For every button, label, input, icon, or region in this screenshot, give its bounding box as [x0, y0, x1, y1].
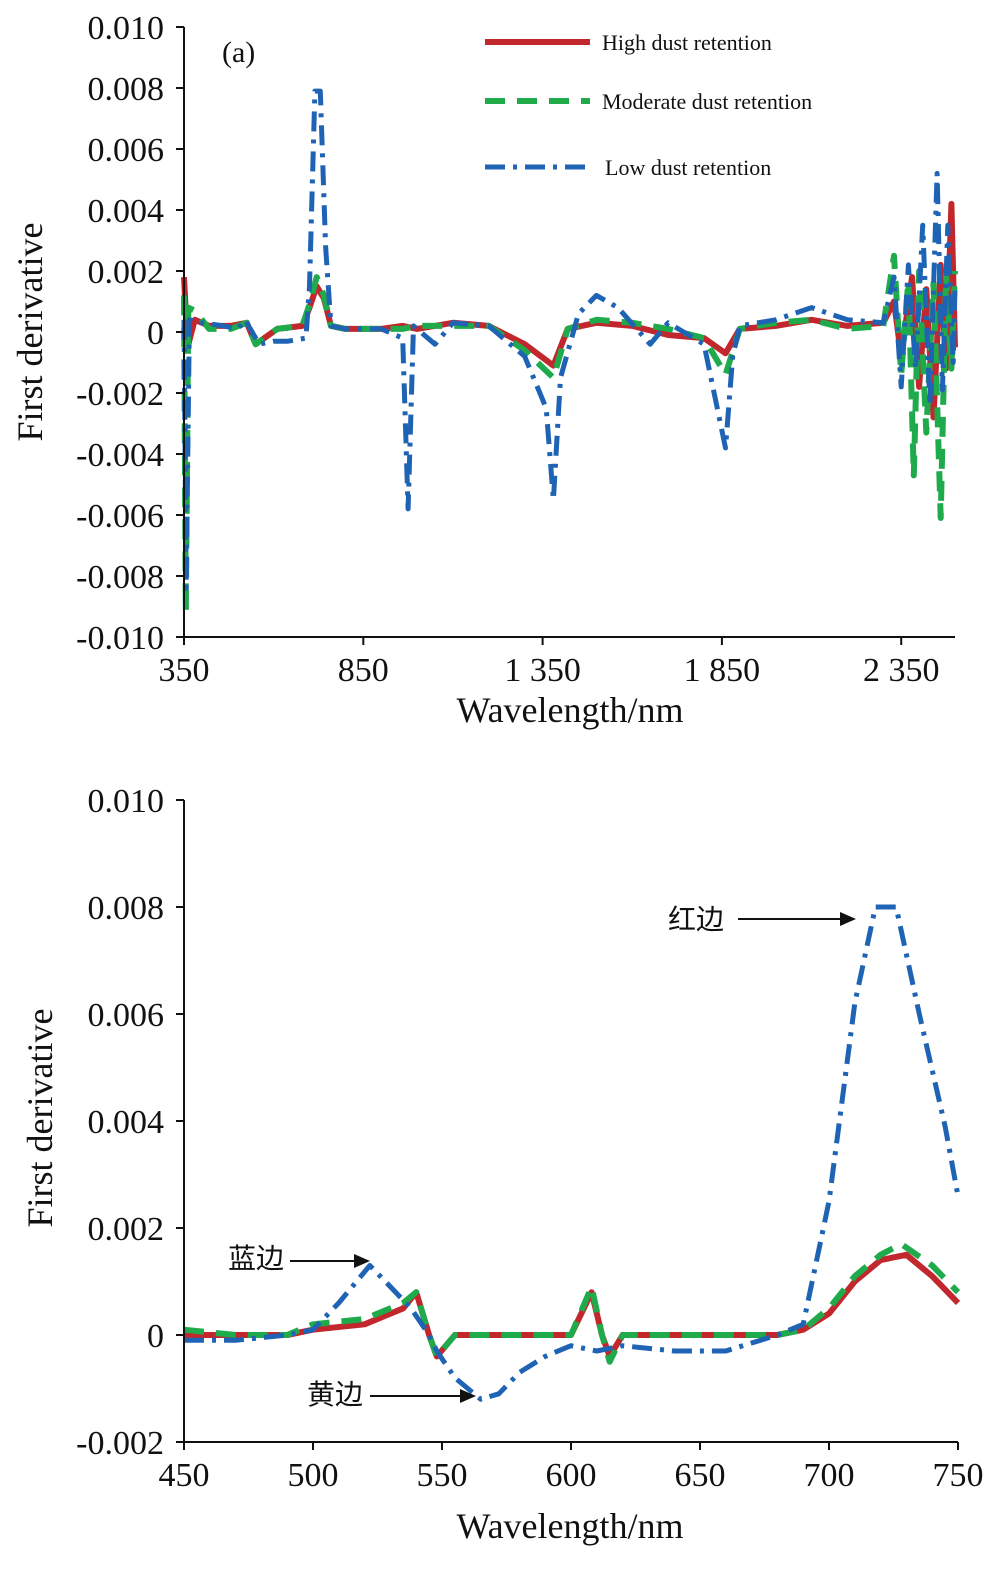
bottom-y-tick-label: 0.002: [88, 1211, 165, 1248]
top-series-group: [181, 88, 958, 616]
legend-label-moderate: Moderate dust retention: [602, 89, 812, 114]
top-y-tick-label: 0: [147, 315, 164, 352]
top-y-tick-label: 0.004: [88, 193, 165, 230]
top-x-tick-label: 1 350: [504, 652, 581, 689]
bottom-series-high: [184, 1251, 961, 1360]
top-panel-label: (a): [222, 36, 255, 69]
bottom-series-low: [184, 904, 961, 1402]
legend-label-low: Low dust retention: [605, 155, 771, 180]
annotation-yellow-edge: 黄边: [307, 1378, 476, 1411]
top-y-tick-label: 0.010: [88, 10, 165, 47]
top-y-tick-label: -0.004: [76, 437, 164, 474]
chart-top: 0.010 0.008 0.006 0.004 0.002 0 -0.002 -0.004 -0…: [10, 10, 958, 730]
bottom-x-axis-label: Wavelength/nm: [456, 1506, 683, 1546]
legend: High dust retention Moderate dust retent…: [485, 30, 812, 180]
annotation-red-edge: 红边: [668, 903, 856, 936]
top-y-tick-label: 0.002: [88, 254, 165, 291]
annotation-yellow-edge-label: 黄边: [307, 1378, 363, 1411]
annotation-red-edge-label: 红边: [668, 903, 724, 936]
annotation-blue-edge: 蓝边: [228, 1242, 370, 1275]
top-x-tick-label: 1 850: [684, 652, 761, 689]
bottom-x-tick-label: 500: [288, 1457, 339, 1494]
top-x-tick-label: 2 350: [863, 652, 940, 689]
top-x-axis-label: Wavelength/nm: [456, 690, 683, 730]
bottom-y-tick-label: 0.006: [88, 997, 165, 1034]
top-x-tick-label: 850: [338, 652, 389, 689]
top-series-low: [181, 88, 958, 591]
annotation-red-edge-arrowhead: [840, 912, 856, 926]
bottom-y-tick-label: 0.008: [88, 890, 165, 927]
bottom-y-tick-label: 0.004: [88, 1104, 165, 1141]
top-y-axis-label: First derivative: [10, 223, 50, 442]
top-y-tick-label: 0.008: [88, 71, 165, 108]
top-axes: 0.010 0.008 0.006 0.004 0.002 0 -0.002 -0.004 -0…: [76, 10, 955, 689]
bottom-series-moderate: [183, 1241, 961, 1365]
bottom-y-axis-label: First derivative: [20, 1009, 60, 1228]
legend-label-high: High dust retention: [602, 30, 772, 55]
annotation-blue-edge-label: 蓝边: [228, 1242, 284, 1275]
bottom-x-tick-label: 650: [675, 1457, 726, 1494]
bottom-y-tick-label: -0.002: [76, 1425, 164, 1462]
annotation-blue-edge-arrowhead: [354, 1254, 370, 1268]
bottom-y-tick-label: 0: [147, 1318, 164, 1355]
bottom-y-tick-label: 0.010: [88, 783, 165, 820]
top-y-tick-label: -0.008: [76, 559, 164, 596]
annotation-yellow-edge-arrowhead: [460, 1389, 476, 1403]
top-y-tick-label: -0.006: [76, 498, 164, 535]
top-y-tick-label: -0.002: [76, 376, 164, 413]
top-x-tick-label: 350: [159, 652, 210, 689]
top-series-high: [181, 200, 958, 421]
bottom-x-tick-label: 750: [933, 1457, 984, 1494]
bottom-x-tick-label: 450: [159, 1457, 210, 1494]
top-series-moderate: [181, 252, 958, 616]
bottom-series-group: [183, 904, 961, 1402]
top-y-tick-label: -0.010: [76, 620, 164, 657]
top-y-tick-label: 0.006: [88, 132, 165, 169]
bottom-x-tick-label: 600: [546, 1457, 597, 1494]
bottom-x-tick-label: 700: [804, 1457, 855, 1494]
bottom-x-tick-label: 550: [417, 1457, 468, 1494]
